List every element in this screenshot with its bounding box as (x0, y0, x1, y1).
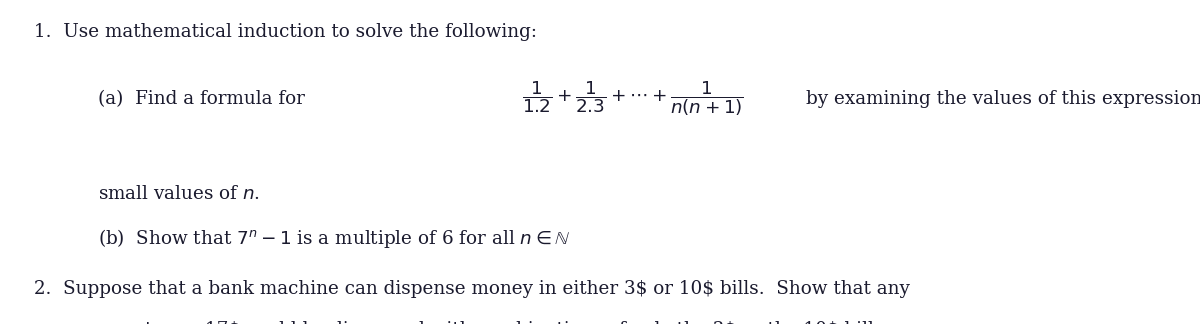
Text: $\dfrac{1}{1.2}+\dfrac{1}{2.3}+\cdots+\dfrac{1}{n(n+1)}$: $\dfrac{1}{1.2}+\dfrac{1}{2.3}+\cdots+\d… (522, 79, 744, 118)
Text: 2.  Suppose that a bank machine can dispense money in either 3\$ or 10\$ bills. : 2. Suppose that a bank machine can dispe… (34, 280, 910, 298)
Text: (b)  Show that $7^n - 1$ is a multiple of 6 for all $n \in \mathbb{N}$: (b) Show that $7^n - 1$ is a multiple of… (98, 227, 571, 250)
Text: small values of $n$.: small values of $n$. (98, 185, 260, 203)
Text: (a)  Find a formula for: (a) Find a formula for (98, 90, 305, 108)
Text: amount over 17\$ could be dispensed with combinations of only the 3\$ or the 10\: amount over 17\$ could be dispensed with… (82, 321, 883, 324)
Text: by examining the values of this expression for: by examining the values of this expressi… (806, 90, 1200, 108)
Text: 1.  Use mathematical induction to solve the following:: 1. Use mathematical induction to solve t… (34, 23, 536, 41)
